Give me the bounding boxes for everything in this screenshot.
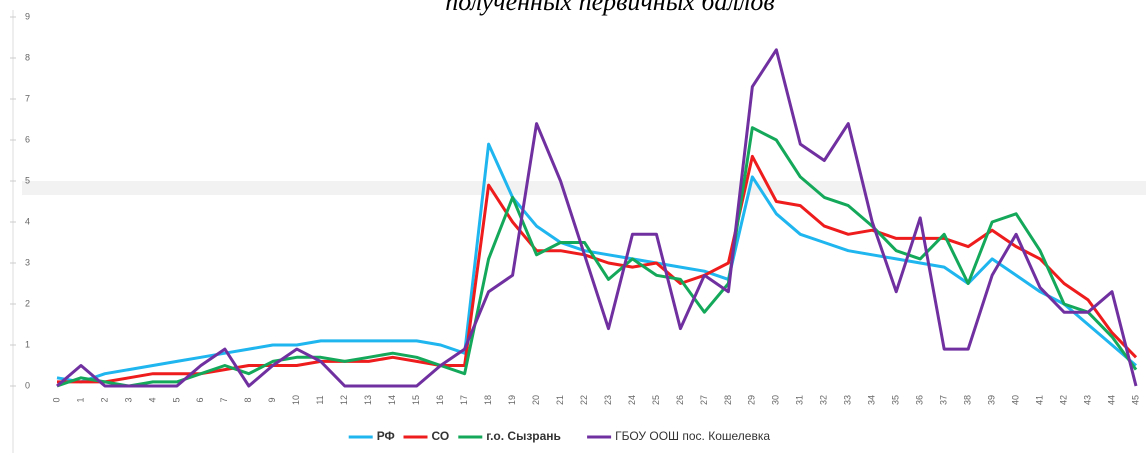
x-tick-label: 45 — [1130, 395, 1140, 405]
x-tick-label: 33 — [843, 395, 853, 405]
x-tick-label: 13 — [363, 395, 373, 405]
x-tick-label: 10 — [291, 395, 301, 405]
x-tick-label: 29 — [747, 395, 757, 405]
x-tick-label: 27 — [699, 395, 709, 405]
chart-title: полученных первичных баллов — [445, 0, 774, 16]
x-tick-label: 19 — [507, 395, 517, 405]
x-tick-label: 42 — [1058, 395, 1068, 405]
x-tick-label: 0 — [51, 397, 61, 402]
y-tick-label: 1 — [25, 339, 30, 349]
legend-label: СО — [432, 429, 450, 443]
x-tick-label: 32 — [819, 395, 829, 405]
x-tick-label: 40 — [1010, 395, 1020, 405]
x-tick-label: 39 — [987, 395, 997, 405]
x-tick-label: 8 — [243, 397, 253, 402]
x-tick-label: 11 — [315, 395, 325, 404]
x-tick-label: 16 — [435, 395, 445, 405]
x-tick-label: 41 — [1034, 395, 1044, 405]
x-tick-label: 15 — [411, 395, 421, 405]
y-tick-label: 2 — [25, 298, 30, 308]
x-tick-label: 21 — [555, 395, 565, 405]
y-tick-label: 9 — [25, 11, 30, 21]
legend-label: ГБОУ ООШ пос. Кошелевка — [615, 429, 770, 443]
x-tick-label: 44 — [1106, 395, 1116, 405]
x-tick-label: 25 — [651, 395, 661, 405]
x-tick-label: 36 — [915, 395, 925, 405]
x-tick-label: 22 — [579, 395, 589, 405]
series-line — [56, 142, 1137, 384]
x-tick-label: 18 — [483, 395, 493, 405]
x-tick-label: 23 — [603, 395, 613, 405]
x-tick-label: 6 — [195, 397, 205, 402]
x-tick-label: 28 — [723, 395, 733, 405]
x-tick-label: 30 — [771, 395, 781, 405]
x-tick-label: 5 — [171, 397, 181, 402]
y-tick-label: 3 — [25, 257, 30, 267]
x-tick-label: 24 — [627, 395, 637, 405]
x-tick-label: 9 — [267, 397, 277, 402]
y-tick-label: 4 — [25, 216, 30, 226]
y-tick-label: 8 — [25, 52, 30, 62]
x-tick-label: 14 — [387, 395, 397, 405]
series-line — [56, 48, 1138, 388]
legend-label: РФ — [377, 429, 395, 443]
x-tick-label: 17 — [459, 395, 469, 405]
x-tick-label: 4 — [147, 397, 157, 402]
x-tick-label: 3 — [123, 397, 133, 402]
x-tick-label: 26 — [675, 395, 685, 405]
x-tick-label: 35 — [891, 395, 901, 405]
y-tick-label: 7 — [25, 93, 30, 103]
legend-label: г.о. Сызрань — [486, 429, 561, 443]
band — [22, 181, 1146, 195]
x-tick-label: 1 — [75, 397, 85, 402]
x-tick-label: 20 — [531, 395, 541, 405]
y-tick-label: 5 — [25, 175, 30, 185]
x-tick-label: 34 — [867, 395, 877, 405]
x-tick-label: 2 — [99, 397, 109, 402]
y-tick-label: 0 — [25, 380, 30, 390]
y-tick-label: 6 — [25, 134, 30, 144]
x-tick-label: 37 — [939, 395, 949, 405]
x-tick-label: 12 — [339, 395, 349, 405]
x-tick-label: 43 — [1082, 395, 1092, 405]
x-tick-label: 7 — [219, 397, 229, 402]
x-tick-label: 38 — [963, 395, 973, 405]
x-tick-label: 31 — [795, 395, 805, 405]
